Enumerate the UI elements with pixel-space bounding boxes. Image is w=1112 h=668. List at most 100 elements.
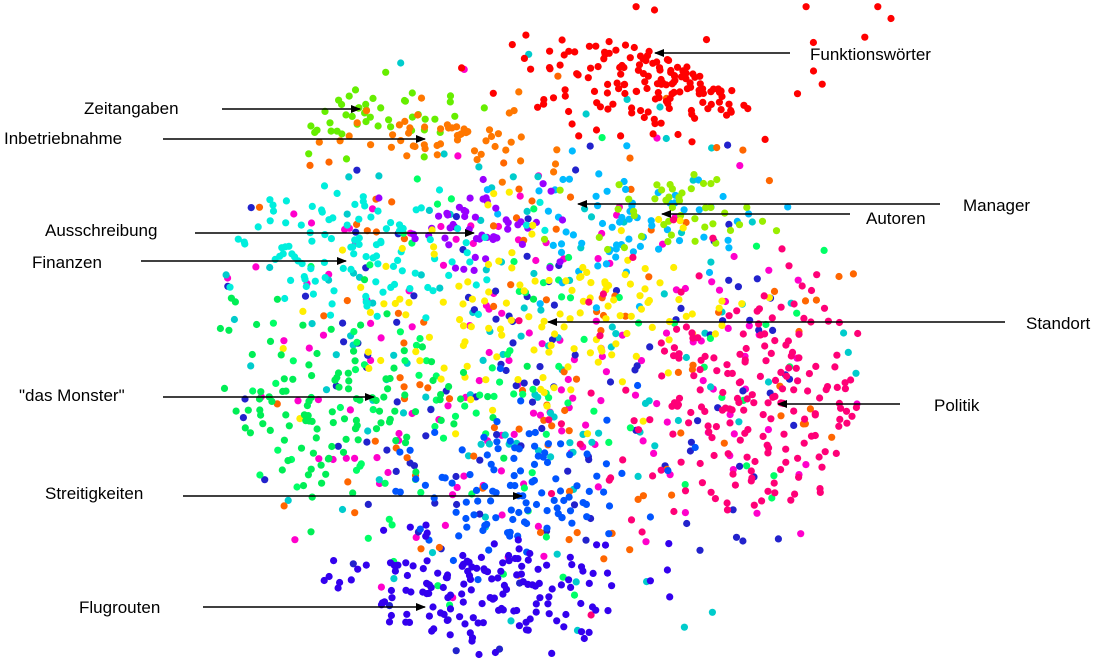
point-flugrouten [557, 581, 566, 589]
point-standort [452, 430, 460, 438]
point-streitigkeiten [492, 514, 500, 522]
point-standort [520, 287, 528, 295]
point-standort [738, 300, 746, 308]
point-background [390, 575, 398, 583]
point-streitigkeiten [496, 364, 504, 373]
point-background [765, 266, 773, 274]
point-flugrouten [562, 610, 570, 619]
point-finanzen [394, 256, 402, 264]
point-autoren [614, 205, 622, 213]
point-background [612, 287, 621, 295]
point-finanzen [463, 249, 471, 257]
point-background [400, 339, 408, 347]
point-background [681, 508, 690, 517]
point-standort [570, 345, 578, 353]
point-background [729, 506, 737, 514]
point-background [388, 521, 396, 529]
point-das-monster [450, 420, 458, 428]
point-flugrouten [535, 579, 543, 588]
point-funktionsw-rter [688, 138, 696, 146]
point-das-monster [328, 408, 336, 416]
point-flugrouten [458, 590, 466, 598]
point-finanzen [390, 280, 399, 288]
point-politik [742, 344, 750, 353]
point-manager [568, 147, 576, 155]
point-autoren [666, 181, 674, 189]
point-background [500, 159, 508, 167]
point-politik [622, 386, 630, 394]
point-background [395, 429, 403, 438]
point-standort [402, 311, 410, 319]
point-flugrouten [403, 571, 411, 580]
point-funktionsw-rter [594, 63, 602, 71]
point-politik [815, 453, 823, 461]
point-background [564, 375, 572, 384]
point-zeitangaben [369, 94, 377, 102]
point-background [580, 335, 588, 343]
point-streitigkeiten [506, 437, 514, 445]
point-funktionsw-rter [558, 36, 566, 44]
point-background [344, 478, 352, 486]
point-flugrouten [446, 631, 454, 639]
point-background [730, 252, 738, 261]
point-background [381, 479, 389, 487]
point-inbetriebnahme [389, 131, 397, 139]
point-streitigkeiten [466, 471, 474, 479]
point-background [520, 484, 529, 492]
point-background [694, 417, 702, 425]
point-background [571, 351, 579, 359]
point-flugrouten [488, 575, 496, 583]
point-zeitangaben [342, 111, 350, 119]
point-finanzen [351, 236, 359, 244]
point-politik [619, 456, 627, 464]
point-funktionsw-rter [644, 108, 652, 116]
point-das-monster [257, 388, 265, 396]
point-standort [641, 285, 649, 293]
point-flugrouten [380, 526, 388, 534]
point-autoren [625, 195, 633, 203]
point-funktionsw-rter [522, 31, 530, 39]
point-background [247, 204, 255, 212]
point-background [252, 263, 260, 271]
point-funktionsw-rter [657, 80, 666, 88]
point-ausschreibung [466, 194, 474, 202]
point-background [777, 412, 785, 420]
point-finanzen [309, 290, 317, 298]
point-manager [602, 260, 611, 268]
point-standort [579, 297, 588, 305]
point-politik [820, 304, 829, 312]
point-background [753, 509, 761, 517]
point-das-monster [216, 324, 224, 333]
point-streitigkeiten [566, 507, 575, 515]
point-das-monster [231, 298, 239, 306]
point-background [290, 210, 298, 218]
point-background [305, 344, 313, 352]
point-politik [841, 379, 849, 387]
point-flugrouten [553, 617, 561, 625]
point-background [356, 462, 364, 470]
point-background [566, 193, 575, 201]
point-background [677, 429, 685, 437]
point-politik [724, 450, 732, 458]
point-background [375, 172, 383, 180]
point-das-monster [380, 393, 388, 401]
point-politik [731, 481, 740, 489]
point-background [565, 253, 573, 262]
point-standort [718, 321, 726, 330]
point-flugrouten [478, 600, 486, 608]
point-background [301, 292, 310, 300]
point-standort [612, 340, 620, 348]
point-politik [847, 376, 855, 384]
point-das-monster [324, 455, 332, 463]
point-standort [688, 310, 696, 318]
point-streitigkeiten [531, 442, 539, 450]
point-standort [665, 336, 673, 344]
point-finanzen [329, 214, 337, 222]
point-zeitangaben [387, 123, 395, 131]
point-funktionsw-rter [571, 48, 579, 56]
point-manager [598, 219, 607, 228]
point-streitigkeiten [489, 487, 497, 495]
point-background [393, 398, 401, 406]
point-politik [778, 245, 786, 253]
point-standort [718, 297, 726, 305]
